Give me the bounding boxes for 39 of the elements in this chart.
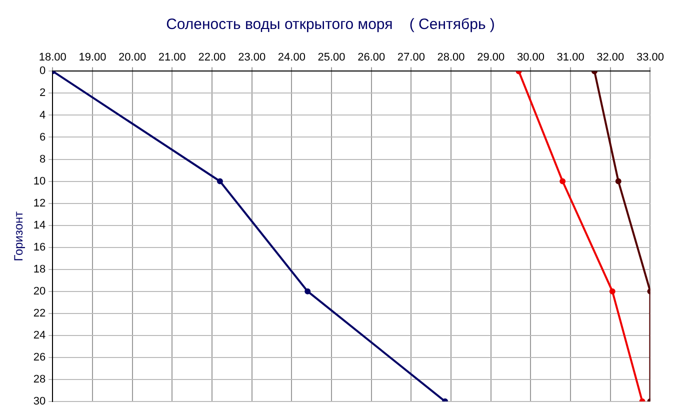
x-tick-label: 30.00	[516, 52, 544, 64]
y-tick-label: 10	[33, 175, 46, 188]
y-tick-label: 2	[40, 87, 46, 100]
x-tick-label: 32.00	[596, 52, 624, 64]
y-tick-label: 12	[33, 197, 46, 210]
x-tick-label: 26.00	[358, 52, 386, 64]
chart-title: Соленость воды открытого моря ( Сентябрь )	[166, 16, 495, 34]
x-tick-label: 33.00	[636, 52, 664, 64]
x-tick-label: 22.00	[198, 52, 226, 64]
y-tick-label: 20	[33, 285, 46, 298]
x-tick-label: 21.00	[158, 52, 186, 64]
x-tick-label: 19.00	[78, 52, 106, 64]
x-tick-label: 27.00	[397, 52, 425, 64]
x-tick-label: 29.00	[477, 52, 505, 64]
y-tick-label: 6	[40, 131, 46, 144]
y-tick-label: 4	[40, 109, 46, 122]
x-tick-label: 18.00	[38, 52, 66, 64]
y-tick-label: 26	[33, 351, 46, 364]
point	[609, 288, 616, 294]
y-tick-label: 16	[33, 241, 46, 254]
x-tick-label: 24.00	[278, 52, 306, 64]
x-tick-label: 28.00	[437, 52, 465, 64]
y-tick-label: 0	[40, 65, 46, 78]
y-tick-label: 18	[33, 263, 46, 276]
y-axis-title: Горизонт	[12, 210, 26, 262]
y-tick-label: 30	[33, 395, 46, 408]
point	[560, 178, 566, 184]
y-tick-label: 22	[33, 307, 46, 320]
point	[216, 178, 223, 184]
point	[304, 288, 311, 294]
x-tick-label: 31.00	[556, 52, 584, 64]
x-tick-label: 25.00	[318, 52, 346, 64]
x-tick-label: 20.00	[118, 52, 146, 64]
point	[615, 178, 622, 184]
y-tick-label: 24	[33, 329, 46, 342]
y-tick-label: 14	[33, 219, 46, 232]
x-tick-label: 23.00	[238, 52, 266, 64]
y-tick-label: 8	[40, 153, 46, 166]
y-tick-label: 28	[33, 373, 46, 386]
